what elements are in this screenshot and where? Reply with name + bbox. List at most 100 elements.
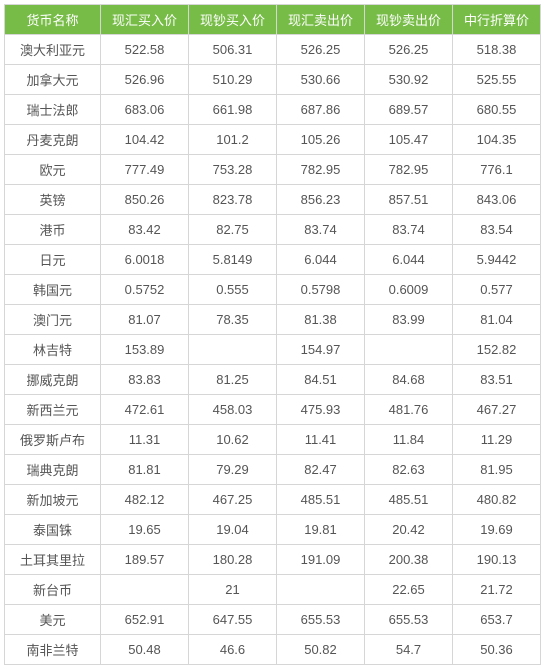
rate-cell: 0.5798 [277,275,365,305]
rate-cell: 152.82 [453,335,541,365]
rate-cell: 680.55 [453,95,541,125]
rate-cell: 857.51 [365,185,453,215]
rate-cell: 83.51 [453,365,541,395]
rate-cell: 180.28 [189,545,277,575]
table-row: 澳门元81.0778.3581.3883.9981.04 [5,305,541,335]
rate-cell: 467.25 [189,485,277,515]
rate-cell: 661.98 [189,95,277,125]
rate-cell: 530.66 [277,65,365,95]
rate-cell: 83.99 [365,305,453,335]
rate-cell: 5.9442 [453,245,541,275]
currency-name-cell: 泰国铢 [5,515,101,545]
currency-name-cell: 新加坡元 [5,485,101,515]
rate-cell: 21 [189,575,277,605]
currency-name-cell: 林吉特 [5,335,101,365]
rate-cell: 83.74 [365,215,453,245]
rate-cell: 689.57 [365,95,453,125]
rate-cell: 20.42 [365,515,453,545]
table-row: 泰国铢19.6519.0419.8120.4219.69 [5,515,541,545]
rate-cell: 480.82 [453,485,541,515]
rate-cell: 83.54 [453,215,541,245]
rate-cell: 485.51 [277,485,365,515]
rate-cell: 11.41 [277,425,365,455]
rate-cell: 19.04 [189,515,277,545]
currency-name-cell: 韩国元 [5,275,101,305]
exchange-rate-table: 货币名称现汇买入价现钞买入价现汇卖出价现钞卖出价中行折算价 澳大利亚元522.5… [4,4,541,665]
rate-cell: 83.83 [101,365,189,395]
currency-name-cell: 欧元 [5,155,101,185]
currency-name-cell: 澳门元 [5,305,101,335]
table-row: 美元652.91647.55655.53655.53653.7 [5,605,541,635]
rate-cell [189,335,277,365]
rate-cell: 485.51 [365,485,453,515]
rate-cell: 189.57 [101,545,189,575]
rate-cell: 83.42 [101,215,189,245]
table-row: 加拿大元526.96510.29530.66530.92525.55 [5,65,541,95]
rate-cell: 84.51 [277,365,365,395]
table-row: 澳大利亚元522.58506.31526.25526.25518.38 [5,35,541,65]
col-header-5: 中行折算价 [453,5,541,35]
rate-cell: 82.47 [277,455,365,485]
rate-cell: 81.07 [101,305,189,335]
rate-cell: 683.06 [101,95,189,125]
table-row: 挪威克朗83.8381.2584.5184.6883.51 [5,365,541,395]
rate-cell: 843.06 [453,185,541,215]
currency-name-cell: 英镑 [5,185,101,215]
rate-cell: 653.7 [453,605,541,635]
table-row: 英镑850.26823.78856.23857.51843.06 [5,185,541,215]
col-header-1: 现汇买入价 [101,5,189,35]
rate-cell: 6.0018 [101,245,189,275]
rate-cell: 506.31 [189,35,277,65]
rate-cell: 530.92 [365,65,453,95]
rate-cell: 81.81 [101,455,189,485]
rate-cell: 753.28 [189,155,277,185]
rate-cell: 19.69 [453,515,541,545]
rate-cell: 54.7 [365,635,453,665]
table-row: 新加坡元482.12467.25485.51485.51480.82 [5,485,541,515]
rate-cell: 82.63 [365,455,453,485]
rate-cell: 83.74 [277,215,365,245]
table-body: 澳大利亚元522.58506.31526.25526.25518.38加拿大元5… [5,35,541,665]
rate-cell: 0.6009 [365,275,453,305]
rate-cell [365,335,453,365]
rate-cell: 190.13 [453,545,541,575]
col-header-0: 货币名称 [5,5,101,35]
currency-name-cell: 俄罗斯卢布 [5,425,101,455]
rate-cell: 850.26 [101,185,189,215]
rate-cell: 78.35 [189,305,277,335]
col-header-3: 现汇卖出价 [277,5,365,35]
rate-cell: 50.36 [453,635,541,665]
rate-cell [101,575,189,605]
rate-cell: 856.23 [277,185,365,215]
rate-cell: 0.5752 [101,275,189,305]
table-row: 韩国元0.57520.5550.57980.60090.577 [5,275,541,305]
rate-cell: 652.91 [101,605,189,635]
table-row: 新台币2122.6521.72 [5,575,541,605]
table-row: 港币83.4282.7583.7483.7483.54 [5,215,541,245]
rate-cell: 481.76 [365,395,453,425]
rate-cell: 522.58 [101,35,189,65]
table-row: 欧元777.49753.28782.95782.95776.1 [5,155,541,185]
rate-cell: 782.95 [365,155,453,185]
rate-cell: 79.29 [189,455,277,485]
rate-cell: 81.38 [277,305,365,335]
rate-cell: 482.12 [101,485,189,515]
rate-cell: 6.044 [277,245,365,275]
rate-cell: 458.03 [189,395,277,425]
rate-cell: 154.97 [277,335,365,365]
currency-name-cell: 美元 [5,605,101,635]
rate-cell: 526.96 [101,65,189,95]
rate-cell: 105.26 [277,125,365,155]
rate-cell: 104.42 [101,125,189,155]
rate-cell: 518.38 [453,35,541,65]
currency-name-cell: 土耳其里拉 [5,545,101,575]
rate-cell: 11.31 [101,425,189,455]
rate-cell: 823.78 [189,185,277,215]
rate-cell: 11.84 [365,425,453,455]
col-header-4: 现钞卖出价 [365,5,453,35]
currency-name-cell: 澳大利亚元 [5,35,101,65]
rate-cell: 526.25 [277,35,365,65]
table-header: 货币名称现汇买入价现钞买入价现汇卖出价现钞卖出价中行折算价 [5,5,541,35]
rate-cell: 19.65 [101,515,189,545]
rate-cell: 19.81 [277,515,365,545]
